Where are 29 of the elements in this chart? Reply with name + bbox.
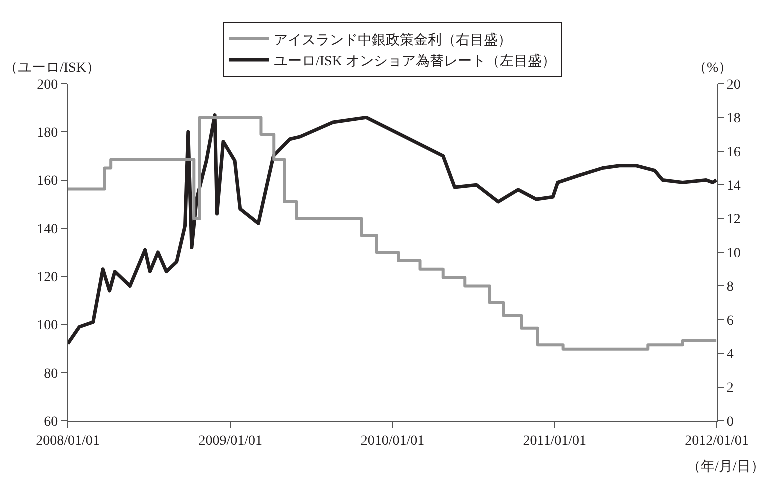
legend-label: アイスランド中銀政策金利（右目盛） [274,32,512,48]
legend-label: ユーロ/ISK オンショア為替レート（左目盛） [274,54,556,70]
y2-tick-label: 4 [726,348,734,362]
y2-tick-label: 10 [726,246,741,262]
y-tick-label: 100 [37,318,58,334]
y2-tick-label: 16 [726,145,741,160]
y-tick-label: 60 [44,414,58,430]
y2-tick-label: 0 [726,414,734,430]
y2-tick-label: 20 [726,78,741,93]
y-tick-label: 200 [37,78,58,93]
y2-axis-title: （%） [693,61,733,76]
y2-tick-label: 2 [726,381,734,396]
y2-tick-label: 18 [726,112,741,127]
x-axis-title: （年/月/日） [687,459,765,475]
y2-tick-label: 6 [726,314,734,329]
y-tick-label: 180 [37,126,58,142]
y-tick-label: 160 [37,174,58,190]
y-tick-label: 140 [37,222,58,238]
y-tick-label: 120 [37,270,58,286]
y2-tick-label: 14 [726,179,741,194]
y2-tick-label: 12 [726,212,741,228]
y-axis-title: （ユーロ/ISK） [4,61,100,76]
y-tick-label: 80 [44,366,58,382]
x-tick-label: 2010/01/01 [360,434,425,449]
x-tick-label: 2011/01/01 [523,434,586,449]
x-tick-label: 2012/01/01 [685,434,749,449]
y2-tick-label: 8 [726,280,734,296]
x-tick-label: 2008/01/01 [36,434,100,449]
x-tick-label: 2009/01/01 [198,434,262,449]
